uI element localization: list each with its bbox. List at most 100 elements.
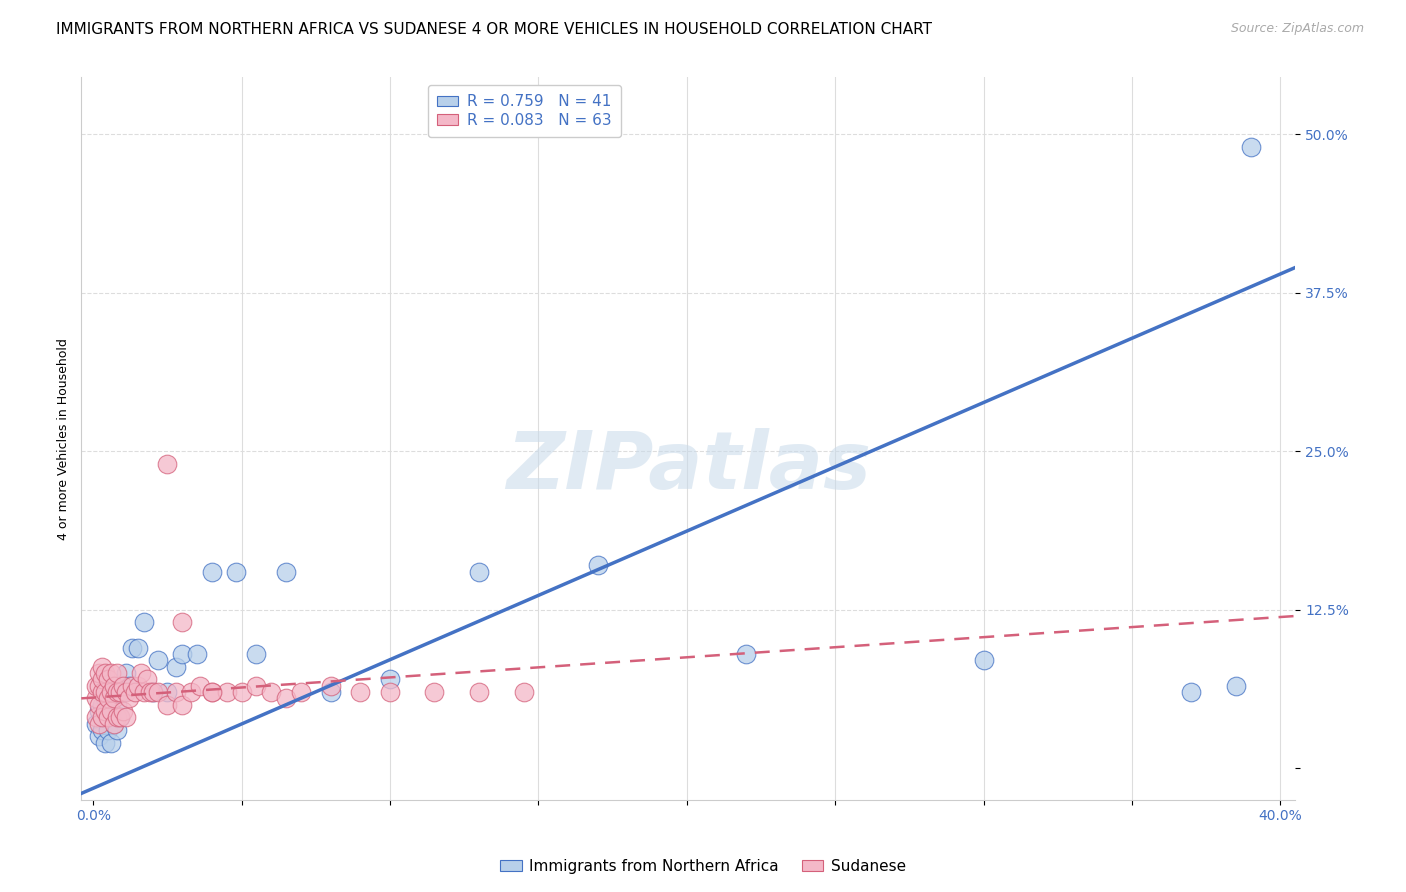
Point — [378, 673, 401, 687]
Point — [87, 698, 110, 712]
Point — [103, 691, 125, 706]
Point — [103, 716, 125, 731]
Point — [121, 679, 143, 693]
Point — [378, 685, 401, 699]
Point — [108, 685, 131, 699]
Point — [172, 647, 194, 661]
Point — [138, 685, 160, 699]
Legend: R = 0.759   N = 41, R = 0.083   N = 63: R = 0.759 N = 41, R = 0.083 N = 63 — [427, 85, 621, 137]
Point — [188, 679, 211, 693]
Point — [87, 679, 110, 693]
Point — [468, 685, 491, 699]
Point — [201, 565, 224, 579]
Point — [319, 679, 342, 693]
Point — [100, 685, 122, 699]
Point — [111, 679, 134, 693]
Point — [94, 704, 117, 718]
Point — [165, 685, 187, 699]
Point — [225, 565, 247, 579]
Point — [165, 659, 187, 673]
Point — [423, 685, 446, 699]
Point — [127, 679, 149, 693]
Point — [103, 716, 125, 731]
Point — [91, 723, 114, 737]
Point — [105, 723, 128, 737]
Point — [87, 704, 110, 718]
Point — [735, 647, 758, 661]
Point — [108, 710, 131, 724]
Point — [127, 640, 149, 655]
Point — [172, 615, 194, 630]
Text: ZIPatlas: ZIPatlas — [506, 428, 870, 507]
Point — [274, 691, 297, 706]
Point — [118, 691, 141, 706]
Point — [94, 736, 117, 750]
Point — [260, 685, 283, 699]
Point — [1240, 140, 1263, 154]
Point — [114, 685, 136, 699]
Point — [84, 679, 107, 693]
Point — [97, 723, 120, 737]
Point — [105, 710, 128, 724]
Point — [97, 673, 120, 687]
Point — [512, 685, 534, 699]
Point — [97, 704, 120, 718]
Point — [111, 704, 134, 718]
Point — [135, 673, 157, 687]
Point — [121, 640, 143, 655]
Point — [87, 716, 110, 731]
Point — [91, 659, 114, 673]
Point — [148, 653, 170, 667]
Point — [124, 685, 146, 699]
Point — [114, 666, 136, 681]
Point — [103, 691, 125, 706]
Point — [114, 710, 136, 724]
Point — [245, 647, 267, 661]
Point — [186, 647, 208, 661]
Point — [105, 685, 128, 699]
Point — [87, 666, 110, 681]
Point — [156, 685, 179, 699]
Point — [319, 685, 342, 699]
Point — [172, 698, 194, 712]
Point — [156, 457, 179, 471]
Point — [148, 685, 170, 699]
Point — [91, 673, 114, 687]
Point — [132, 685, 155, 699]
Point — [349, 685, 371, 699]
Point — [100, 704, 122, 718]
Point — [141, 685, 163, 699]
Point — [103, 679, 125, 693]
Point — [274, 565, 297, 579]
Legend: Immigrants from Northern Africa, Sudanese: Immigrants from Northern Africa, Sudanes… — [494, 853, 912, 880]
Point — [132, 615, 155, 630]
Point — [94, 685, 117, 699]
Text: IMMIGRANTS FROM NORTHERN AFRICA VS SUDANESE 4 OR MORE VEHICLES IN HOUSEHOLD CORR: IMMIGRANTS FROM NORTHERN AFRICA VS SUDAN… — [56, 22, 932, 37]
Point — [100, 685, 122, 699]
Point — [973, 653, 995, 667]
Point — [100, 736, 122, 750]
Point — [245, 679, 267, 693]
Point — [290, 685, 312, 699]
Point — [91, 698, 114, 712]
Point — [97, 710, 120, 724]
Point — [105, 698, 128, 712]
Point — [108, 710, 131, 724]
Point — [215, 685, 238, 699]
Point — [84, 716, 107, 731]
Point — [91, 685, 114, 699]
Point — [156, 698, 179, 712]
Point — [586, 558, 609, 573]
Point — [84, 691, 107, 706]
Point — [468, 565, 491, 579]
Point — [94, 666, 117, 681]
Point — [129, 666, 152, 681]
Point — [1225, 679, 1247, 693]
Point — [87, 730, 110, 744]
Point — [180, 685, 202, 699]
Y-axis label: 4 or more Vehicles in Household: 4 or more Vehicles in Household — [58, 338, 70, 540]
Point — [201, 685, 224, 699]
Point — [1180, 685, 1202, 699]
Point — [141, 685, 163, 699]
Point — [111, 685, 134, 699]
